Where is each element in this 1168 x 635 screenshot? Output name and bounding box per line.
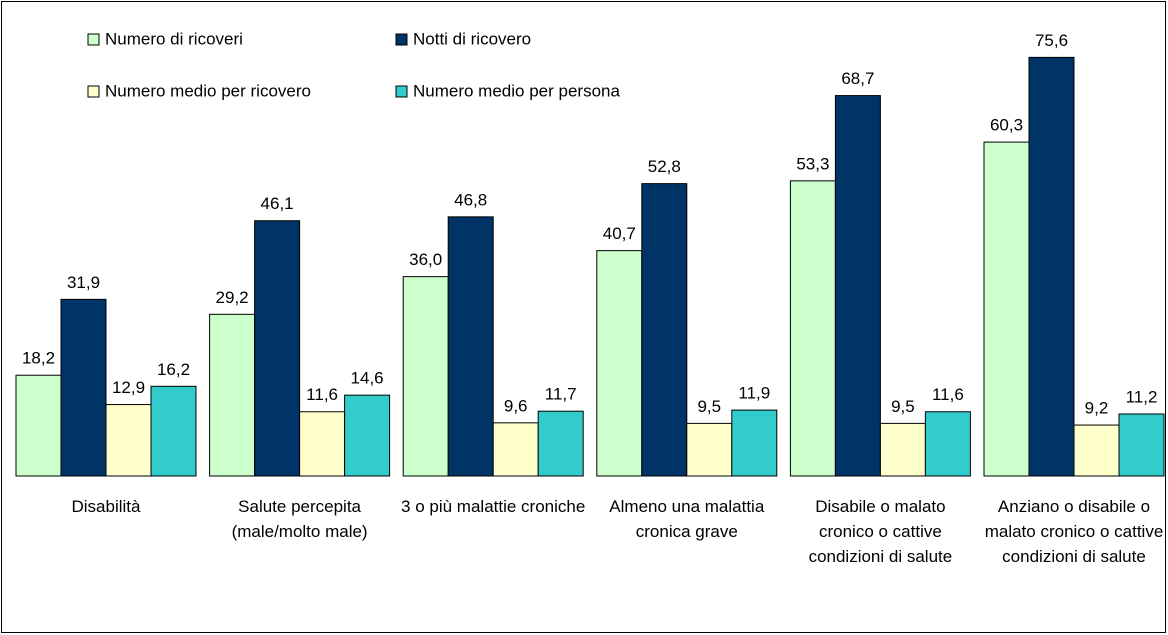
data-label: 11,2 — [1126, 387, 1158, 406]
bar — [254, 220, 301, 477]
legend-label: Notti di ricovero — [413, 29, 531, 48]
bar — [402, 276, 449, 477]
x-tick-label: Disabile o malato cronico o cattive cond… — [808, 497, 953, 566]
bar — [60, 298, 107, 477]
data-label: 11,9 — [738, 384, 770, 403]
data-label: 9,6 — [504, 396, 528, 415]
bar — [1028, 56, 1075, 477]
bar — [1073, 424, 1120, 477]
data-label: 40,7 — [603, 224, 636, 243]
data-label: 12,9 — [112, 378, 145, 397]
bar — [150, 385, 197, 477]
data-label: 60,3 — [990, 116, 1023, 135]
bar — [492, 422, 539, 477]
x-tick-label: Almeno una malattia cronica grave — [609, 497, 765, 541]
data-label: 53,3 — [796, 154, 829, 173]
bar — [879, 422, 926, 477]
data-label: 68,7 — [841, 69, 874, 88]
legend-label: Numero medio per ricovero — [105, 81, 311, 100]
bar — [731, 409, 778, 477]
data-label: 75,6 — [1035, 31, 1068, 50]
bar — [924, 411, 971, 477]
bar — [834, 95, 881, 477]
data-label: 14,6 — [351, 369, 384, 388]
bar — [299, 411, 346, 477]
data-label: 11,6 — [306, 385, 338, 404]
bar — [105, 404, 152, 477]
bar — [641, 183, 688, 477]
bar — [596, 250, 643, 477]
x-tick-label: Salute percepita (male/molto male) — [231, 497, 368, 541]
data-label: 11,6 — [932, 385, 964, 404]
legend-label: Numero medio per persona — [413, 81, 620, 100]
data-label: 29,2 — [216, 288, 249, 307]
x-tick-label: Disabilità — [71, 497, 141, 516]
x-tick-label: 3 o più malattie croniche — [401, 497, 586, 516]
data-label: 36,0 — [409, 250, 442, 269]
bar — [983, 141, 1030, 477]
data-label: 16,2 — [157, 360, 190, 379]
data-label: 11,7 — [545, 385, 577, 404]
bar — [537, 410, 584, 477]
bar — [15, 374, 62, 477]
bar — [1118, 413, 1165, 477]
bar — [789, 180, 836, 477]
bar — [344, 394, 391, 477]
bar — [447, 216, 494, 477]
legend-swatch — [87, 85, 100, 98]
legend-swatch — [395, 33, 408, 46]
data-label: 46,1 — [261, 194, 294, 213]
data-label: 9,5 — [891, 397, 915, 416]
legend-swatch — [395, 85, 408, 98]
data-label: 9,5 — [697, 397, 721, 416]
data-label: 31,9 — [67, 273, 100, 292]
data-label: 46,8 — [454, 190, 487, 209]
data-label: 9,2 — [1085, 399, 1109, 418]
data-label: 52,8 — [648, 157, 681, 176]
bar — [686, 422, 733, 477]
legend-swatch — [87, 33, 100, 46]
legend-label: Numero di ricoveri — [105, 29, 243, 48]
bar — [209, 313, 256, 477]
data-label: 18,2 — [22, 349, 55, 368]
x-tick-label: Anziano o disabile o malato cronico o ca… — [984, 497, 1164, 566]
